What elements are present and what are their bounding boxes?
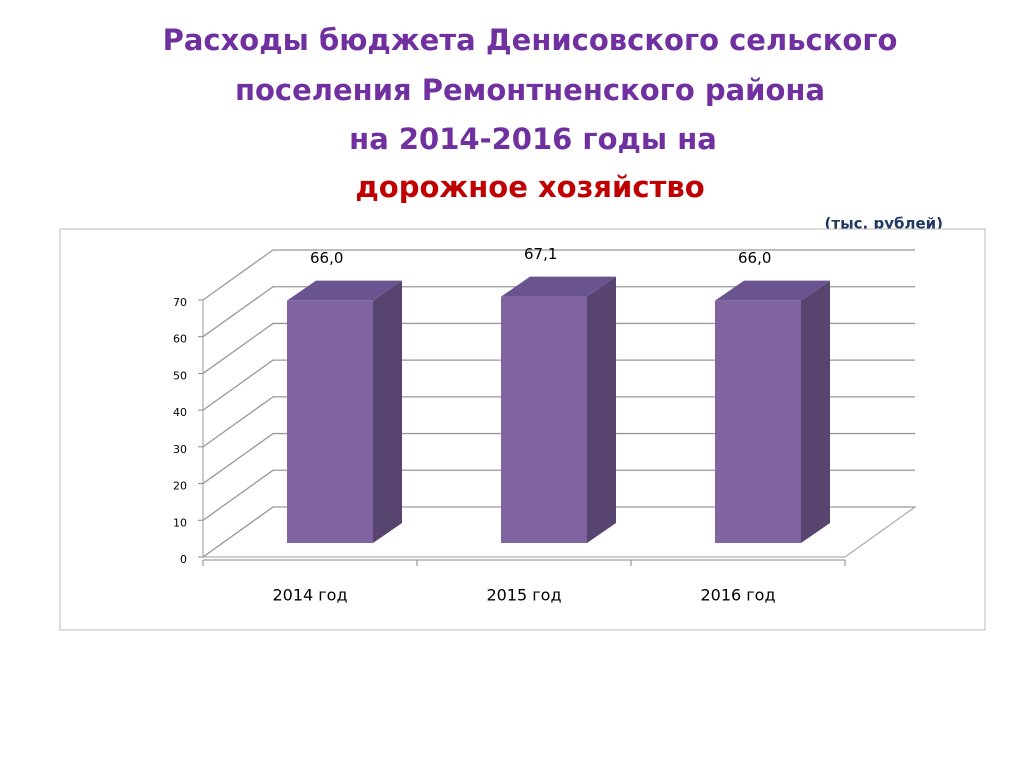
bar-top (501, 276, 616, 297)
chart-subtitle: дорожное хозяйство (355, 170, 704, 204)
grid-line (202, 322, 915, 374)
bar-top (715, 280, 830, 301)
grid-line (202, 506, 915, 558)
bar-side (587, 276, 616, 543)
bar (715, 300, 801, 543)
grid-line (202, 432, 915, 485)
chart-title: на 2014-2016 годы на (349, 122, 717, 156)
bar-side (373, 280, 402, 543)
grid-line (202, 469, 915, 521)
y-tick-label: 0 (180, 553, 187, 566)
chart-title: поселения Ремонтненского района (235, 73, 825, 107)
unit-label: (тыс. рублей) (825, 215, 943, 233)
bar-top (287, 280, 402, 301)
bar-side (801, 280, 830, 543)
grid-line (202, 359, 915, 411)
grid-line (202, 396, 915, 448)
y-tick-label: 70 (173, 296, 187, 309)
y-tick-label: 40 (173, 406, 187, 419)
y-tick-label: 50 (173, 369, 187, 382)
y-tick-label: 10 (173, 516, 187, 529)
value-label: 66,0 (738, 249, 771, 267)
y-tick-label: 60 (173, 333, 187, 346)
grid-line (202, 249, 915, 301)
chart-title: Расходы бюджета Денисовского сельского (163, 23, 898, 57)
x-tick-label: 2014 год (272, 586, 347, 605)
bar (501, 296, 587, 543)
y-tick-label: 20 (173, 480, 187, 493)
bar (287, 300, 373, 543)
x-tick-label: 2015 год (486, 586, 561, 605)
value-label: 67,1 (524, 245, 557, 263)
grid-line (202, 286, 915, 338)
y-tick-label: 30 (173, 443, 187, 456)
value-label: 66,0 (310, 249, 343, 267)
x-tick-label: 2016 год (700, 586, 775, 605)
